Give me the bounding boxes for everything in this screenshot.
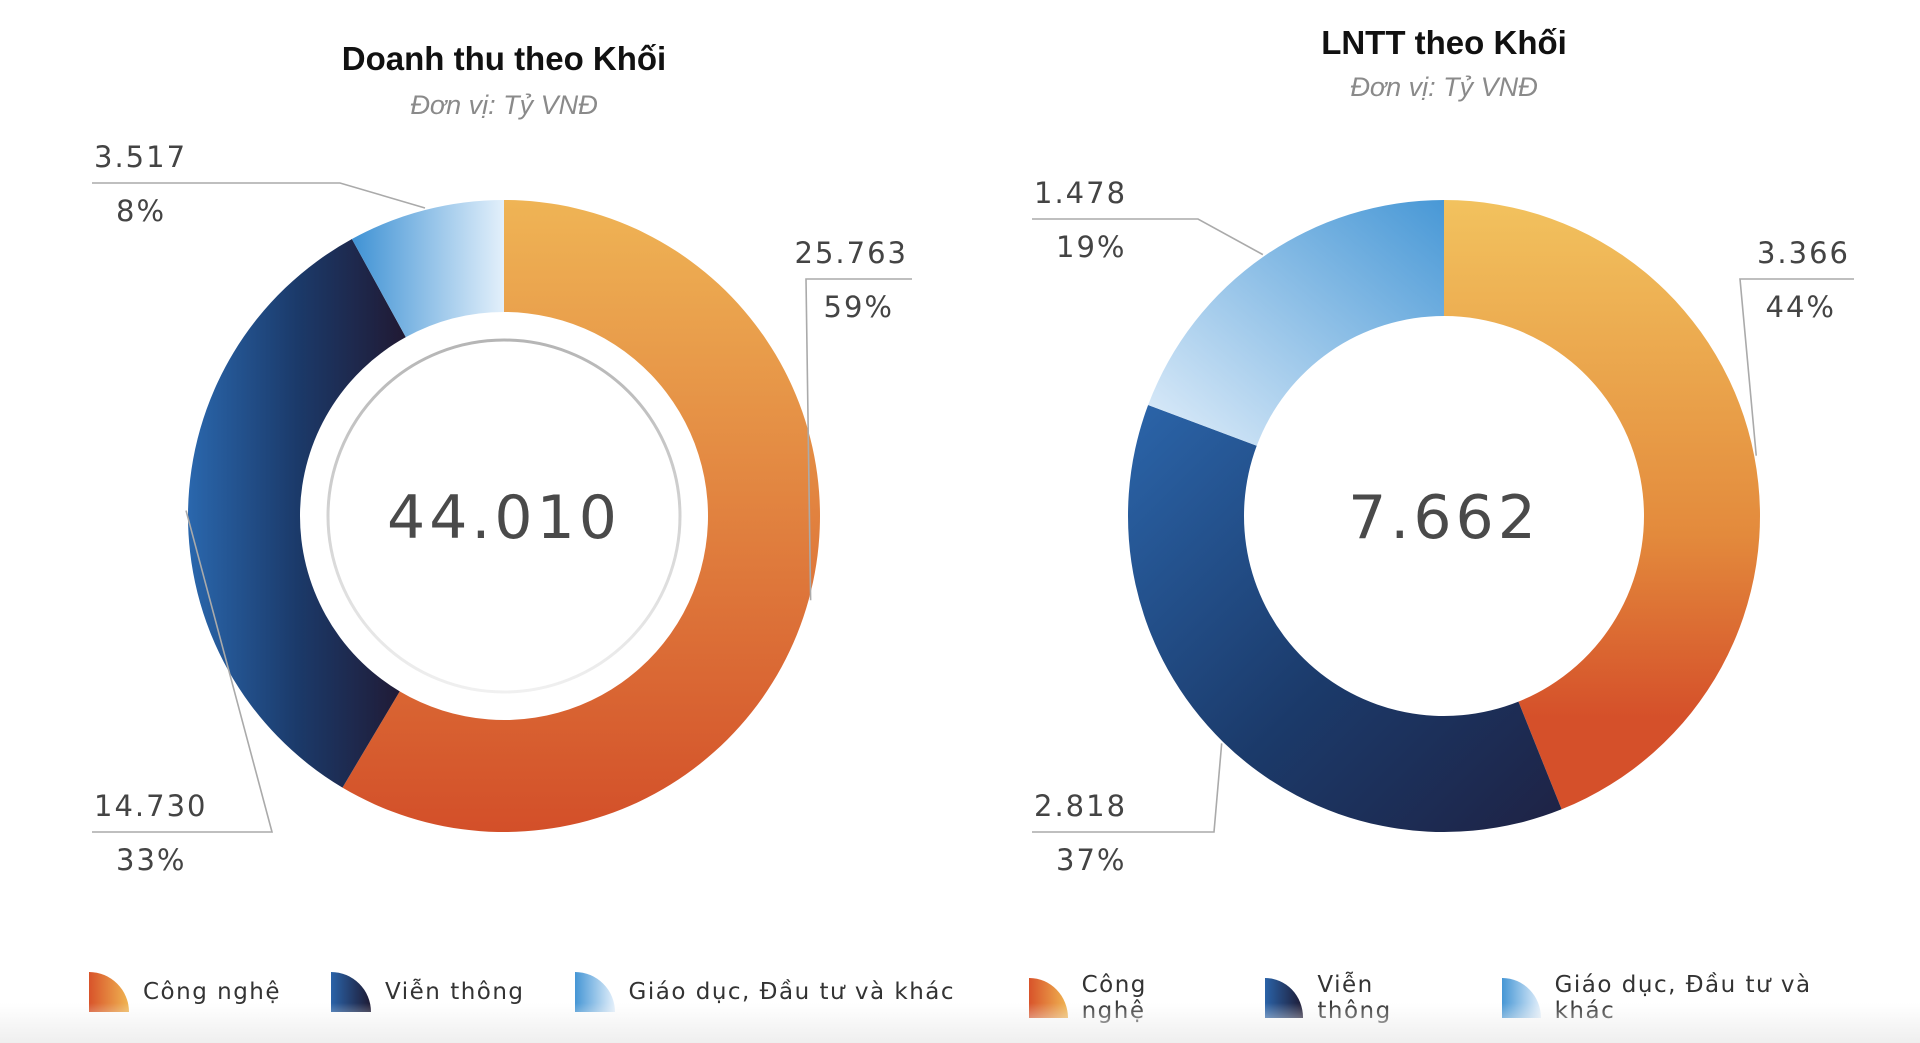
inner-rim (326, 338, 682, 694)
center-total-label: 7.662 (1348, 483, 1540, 553)
slice-giao-duc-dau-tu-khac[interactable] (1148, 200, 1444, 446)
percent-label-cong-nghe: 44% (1766, 290, 1836, 324)
slice-vien-thong[interactable] (188, 239, 406, 788)
legend-label: Viễn thông (385, 979, 525, 1005)
leader-line-cong-nghe (1739, 278, 1854, 456)
slice-giao-duc-dau-tu-khac[interactable] (351, 200, 504, 338)
leader-line-giao-duc-dau-tu-khac (1032, 218, 1264, 256)
leader-line-cong-nghe (805, 278, 912, 601)
percent-label-giao-duc-dau-tu-khac: 8% (116, 194, 166, 228)
bottom-fade (0, 1003, 1920, 1043)
chart-title-pretax-profit: LNTT theo Khối (1321, 24, 1567, 61)
legend-revenue: Công nghệ Viễn thông Giáo dục, Đầu tư và k… (89, 972, 1005, 1012)
leader-line-giao-duc-dau-tu-khac (92, 182, 426, 209)
value-label-vien-thong: 14.730 (94, 789, 207, 823)
value-label-cong-nghe: 25.763 (795, 236, 908, 270)
percent-label-vien-thong: 37% (1056, 843, 1126, 877)
value-label-giao-duc-dau-tu-khac: 3.517 (94, 140, 187, 174)
percent-label-giao-duc-dau-tu-khac: 19% (1056, 230, 1126, 264)
chart-subtitle-pretax-profit: Đơn vị: Tỷ VNĐ (1350, 72, 1538, 102)
legend-label: Giáo dục, Đầu tư và khác (628, 979, 956, 1005)
slice-cong-nghe[interactable] (342, 200, 821, 832)
percent-label-vien-thong: 33% (116, 843, 186, 877)
center-total-label: 44.010 (387, 483, 621, 553)
legend-item-giao-duc-dau-tu-khac[interactable]: Giáo dục, Đầu tư và khác (574, 972, 956, 1012)
percent-label-cong-nghe: 59% (824, 290, 894, 324)
value-label-vien-thong: 2.818 (1034, 789, 1127, 823)
leader-line-vien-thong (1032, 743, 1223, 833)
leader-line-vien-thong (92, 510, 274, 833)
legend-label: Công nghệ (143, 979, 282, 1005)
slice-cong-nghe[interactable] (1444, 200, 1760, 810)
value-label-cong-nghe: 3.366 (1757, 236, 1850, 270)
chart-subtitle-revenue: Đơn vị: Tỷ VNĐ (410, 90, 598, 120)
slice-vien-thong[interactable] (1128, 405, 1562, 832)
value-label-giao-duc-dau-tu-khac: 1.478 (1034, 176, 1127, 210)
chart-title-revenue: Doanh thu theo Khối (341, 40, 667, 77)
